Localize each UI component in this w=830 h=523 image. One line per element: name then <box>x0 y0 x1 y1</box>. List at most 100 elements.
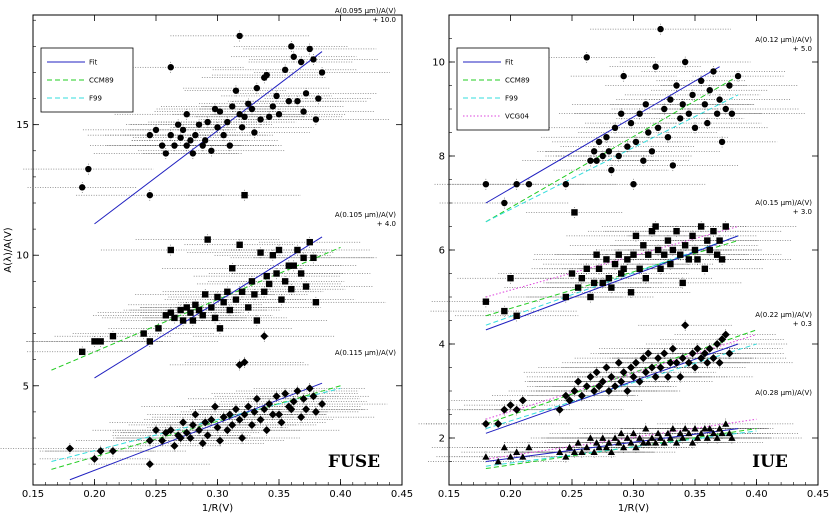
data-point-square <box>171 314 178 322</box>
data-point-diamond <box>647 363 656 372</box>
data-group-square: A(0.15 μm)/A(V)+ 3.0 <box>430 199 812 331</box>
data-point-circle <box>716 96 723 103</box>
x-tick-label: 0.25 <box>561 489 583 500</box>
data-point-triangle <box>578 448 586 455</box>
data-point-diamond <box>481 419 490 428</box>
data-point-circle <box>654 124 662 131</box>
data-point-triangle <box>648 434 656 441</box>
data-point-circle <box>513 181 520 188</box>
data-point-triangle <box>617 429 625 437</box>
legend-label: F99 <box>505 95 518 103</box>
data-point-diamond <box>289 397 298 406</box>
group-annotation: A(0.15 μm)/A(V) <box>755 199 812 207</box>
data-point-diamond <box>260 405 269 414</box>
data-point-diamond <box>644 349 653 358</box>
data-point-circle <box>281 66 289 74</box>
data-point-diamond <box>228 420 237 429</box>
data-point-triangle <box>525 443 533 451</box>
data-point-square <box>507 275 514 282</box>
legend-label: VCG04 <box>505 113 530 121</box>
data-point-circle <box>199 142 206 149</box>
x-tick-label: 0.15 <box>438 489 460 500</box>
data-point-circle <box>664 134 672 141</box>
data-point-square <box>263 272 270 280</box>
data-point-triangle <box>681 425 689 432</box>
data-point-triangle <box>629 429 638 437</box>
legend-label: CCM89 <box>505 77 530 85</box>
data-point-circle <box>146 191 154 199</box>
data-point-square <box>706 246 713 254</box>
data-point-triangle <box>519 453 527 460</box>
data-point-triangle <box>611 434 619 441</box>
data-point-diamond <box>681 321 690 330</box>
group-annotation: + 5.0 <box>793 45 812 53</box>
data-point-square <box>513 312 520 319</box>
data-point-square <box>587 293 594 301</box>
data-point-circle <box>640 157 647 164</box>
data-point-diamond <box>561 391 570 400</box>
data-point-square <box>232 296 240 303</box>
data-point-square <box>661 251 668 258</box>
data-point-triangle <box>565 443 574 451</box>
data-point-square <box>179 317 187 324</box>
data-point-diamond <box>595 382 604 391</box>
data-point-square <box>211 314 219 322</box>
data-point-circle <box>183 142 190 149</box>
data-point-square <box>624 256 631 263</box>
data-point-diamond <box>607 372 616 381</box>
data-point-circle <box>657 25 664 33</box>
data-point-circle <box>204 118 211 126</box>
data-point-diamond <box>651 372 660 381</box>
data-point-circle <box>214 124 221 131</box>
data-point-triangle <box>605 439 613 446</box>
data-point-triangle <box>506 453 515 460</box>
data-point-diamond <box>215 436 224 445</box>
data-point-triangle <box>725 429 734 437</box>
data-point-circle <box>722 105 729 113</box>
data-point-diamond <box>260 332 269 341</box>
data-point-circle <box>290 53 297 60</box>
data-point-circle <box>251 129 258 136</box>
data-point-diamond <box>715 358 724 367</box>
legend-label: F99 <box>89 95 102 103</box>
y-tick-label: 10 <box>432 58 445 69</box>
data-point-diamond <box>219 413 228 422</box>
data-point-circle <box>691 124 699 131</box>
data-point-triangle <box>602 443 611 451</box>
data-point-diamond <box>718 335 727 344</box>
data-point-square <box>226 306 233 314</box>
data-point-circle <box>611 124 619 131</box>
data-point-diamond <box>654 354 663 363</box>
data-point-circle <box>315 95 322 102</box>
data-point-diamond <box>639 354 648 363</box>
data-point-circle <box>618 110 625 117</box>
data-point-square <box>640 242 647 249</box>
group-annotation: + 3.0 <box>793 208 812 216</box>
data-point-diamond <box>305 384 314 393</box>
data-point-square <box>710 228 717 235</box>
data-point-diamond <box>693 344 702 353</box>
data-point-diamond <box>678 354 687 363</box>
data-point-diamond <box>240 358 249 367</box>
data-point-circle <box>211 105 219 113</box>
data-point-square <box>229 265 236 272</box>
data-point-square <box>636 265 643 272</box>
data-point-square <box>673 228 680 235</box>
data-point-triangle <box>595 443 603 451</box>
data-point-diamond <box>703 358 712 367</box>
data-point-circle <box>300 108 307 115</box>
data-point-diamond <box>713 340 722 348</box>
data-point-triangle <box>679 434 687 441</box>
data-point-diamond <box>281 389 290 398</box>
data-point-square <box>571 209 578 216</box>
x-tick-label: 0.20 <box>499 489 521 500</box>
f99-line <box>485 235 739 326</box>
data-point-circle <box>599 152 606 160</box>
data-point-square <box>652 223 659 230</box>
data-point-square <box>177 306 184 314</box>
data-point-circle <box>627 119 635 127</box>
data-point-square <box>285 262 293 269</box>
data-point-square <box>677 251 684 258</box>
data-point-circle <box>187 137 194 144</box>
data-point-diamond <box>238 434 247 442</box>
